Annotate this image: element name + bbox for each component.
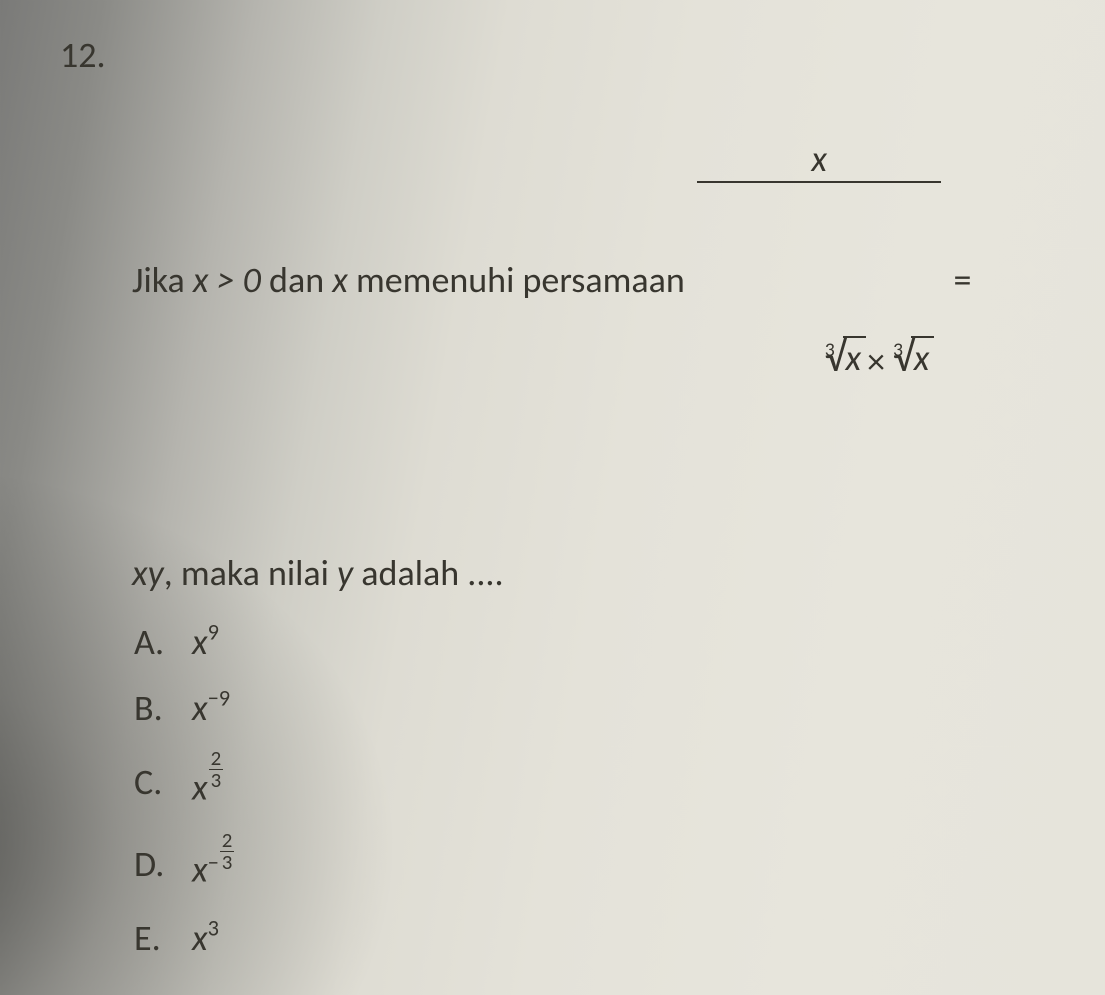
choice-expression: x3: [192, 911, 219, 967]
choice-letter: C.: [134, 755, 192, 811]
exponent: −9: [208, 684, 230, 711]
choice-d: D. x−23: [134, 826, 1057, 904]
question-number: 12.: [60, 28, 132, 974]
base: x: [192, 766, 208, 810]
root-index: 3: [893, 340, 903, 362]
choice-expression: x9: [192, 615, 219, 671]
base: x: [192, 686, 208, 730]
page-content: 12. Jika x > 0 dan x memenuhi persamaan …: [0, 0, 1105, 995]
stem-text: dan: [261, 253, 332, 309]
stem-text: adalah ....: [353, 546, 503, 602]
frac-den: 3: [209, 770, 224, 791]
stem-text: Jika: [132, 253, 193, 309]
root-index: 3: [825, 340, 835, 362]
exponent-fraction: 23: [220, 830, 235, 873]
exponent: 3: [208, 914, 219, 941]
times-sign: ×: [867, 340, 885, 384]
stem-text: , maka nilai: [164, 546, 337, 602]
choice-a: A. x9: [134, 612, 1057, 674]
frac-den: 3: [220, 852, 235, 873]
stem-text: memenuhi persamaan: [348, 253, 693, 309]
cube-root: 3 √ x: [886, 336, 934, 379]
radicand: x: [911, 336, 935, 379]
choice-expression: x−9: [192, 681, 230, 737]
choice-e: E. x3: [134, 908, 1057, 970]
variable-x: x: [332, 253, 348, 309]
cube-root: 3 √ x: [818, 336, 866, 379]
base: x: [192, 848, 208, 892]
fraction-numerator: x: [697, 140, 941, 184]
choice-c: C. x23: [134, 744, 1057, 822]
lhs-xy: xy: [132, 546, 164, 602]
equals-sign: =: [945, 253, 971, 309]
choice-letter: B.: [134, 681, 192, 737]
question-stem: Jika x > 0 dan x memenuhi persamaan x 3 …: [132, 28, 1057, 602]
exponent: 9: [208, 618, 219, 645]
base: x: [192, 916, 208, 960]
exponent-fraction: 23: [209, 748, 224, 791]
choice-letter: A.: [134, 615, 192, 671]
choice-letter: D.: [134, 837, 192, 893]
choice-expression: x−23: [192, 830, 234, 898]
fraction: x 3 √ x × 3 √ x: [697, 28, 941, 534]
question-12: 12. Jika x > 0 dan x memenuhi persamaan …: [60, 28, 1057, 974]
neg-sign: −: [208, 850, 219, 877]
fraction-denominator: 3 √ x × 3 √ x: [697, 295, 941, 422]
condition: x > 0: [193, 253, 261, 309]
base: x: [192, 620, 208, 664]
variable-y: y: [337, 546, 353, 602]
radicand: x: [843, 336, 867, 379]
question-body: Jika x > 0 dan x memenuhi persamaan x 3 …: [132, 28, 1057, 974]
choice-b: B. x−9: [134, 678, 1057, 740]
choice-letter: E.: [134, 911, 192, 967]
choice-expression: x23: [192, 748, 223, 816]
choice-list: A. x9 B. x−9 C. x23: [134, 612, 1057, 970]
